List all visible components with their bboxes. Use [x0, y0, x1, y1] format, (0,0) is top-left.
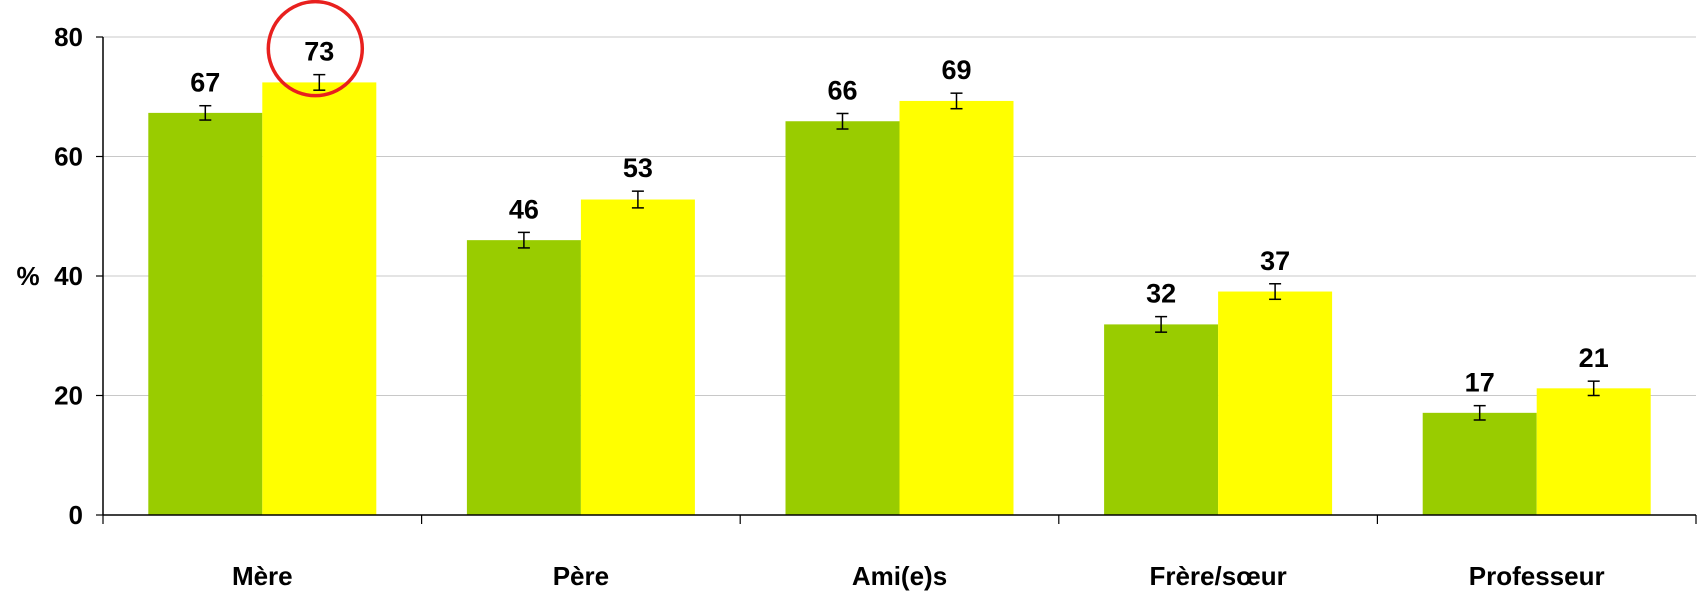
highlight-circle	[266, 0, 365, 98]
bar	[1218, 291, 1333, 515]
y-tick-labels: 0 20 40 60 80	[54, 22, 83, 530]
bar	[1536, 388, 1651, 515]
y-tick-label: 80	[54, 22, 83, 52]
value-label: 53	[623, 153, 653, 183]
bar	[1104, 324, 1219, 515]
bar	[580, 199, 695, 515]
value-label: 73	[304, 37, 334, 67]
value-label: 67	[190, 68, 220, 98]
highlight-marks	[266, 0, 365, 98]
value-label: 21	[1579, 343, 1609, 373]
value-labels: 67 73 46 53 66 69 32 37 17 21	[190, 37, 1608, 398]
bar	[899, 100, 1014, 516]
y-axis-label: %	[16, 261, 39, 291]
bar	[262, 82, 377, 515]
bar	[785, 121, 900, 515]
y-tick-label: 20	[54, 381, 83, 411]
bars	[148, 82, 1651, 516]
value-label: 32	[1146, 279, 1176, 309]
category-label: Ami(e)s	[852, 561, 947, 591]
y-tick-label: 0	[69, 500, 83, 530]
y-tick-label: 60	[54, 142, 83, 172]
value-label: 46	[509, 194, 539, 224]
bar	[148, 112, 263, 515]
category-label: Professeur	[1469, 561, 1605, 591]
category-label: Mère	[232, 561, 293, 591]
bar	[1422, 412, 1537, 515]
category-label: Père	[553, 561, 609, 591]
bar	[466, 240, 581, 515]
category-labels: Mère Père Ami(e)s Frère/sœur Professeur	[232, 561, 1605, 591]
y-tick-label: 40	[54, 261, 83, 291]
value-label: 66	[827, 75, 857, 105]
value-label: 37	[1260, 246, 1290, 276]
axes	[96, 36, 1697, 524]
error-bars	[199, 73, 1600, 421]
category-label: Frère/sœur	[1149, 561, 1286, 591]
value-label: 17	[1465, 368, 1495, 398]
value-label: 69	[941, 55, 971, 85]
